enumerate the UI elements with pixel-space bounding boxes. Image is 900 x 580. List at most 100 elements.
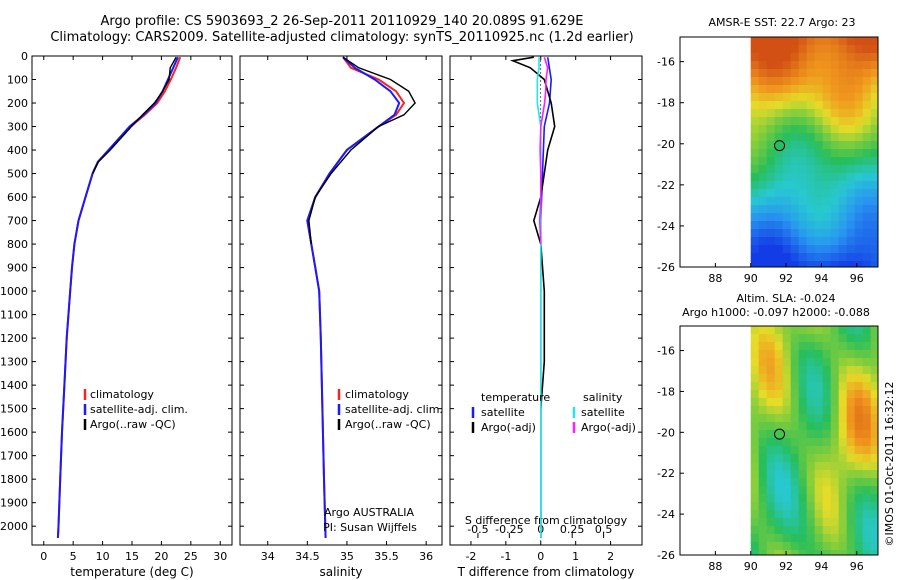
x-tick-label: -1 — [500, 550, 511, 563]
map-cell — [838, 93, 848, 102]
map-cell — [798, 165, 808, 174]
map-cell — [830, 486, 840, 495]
map-cell — [822, 205, 832, 214]
map-cell — [846, 253, 856, 262]
map-cell — [862, 197, 872, 206]
map-cell — [750, 494, 760, 503]
depth-tick-label: 1200 — [0, 332, 28, 345]
map-cell — [806, 141, 816, 150]
map-cell — [758, 350, 768, 359]
map-cell — [870, 406, 879, 415]
series-line-1 — [509, 56, 556, 538]
map-cell — [790, 438, 800, 447]
x-tick-label: 35 — [340, 550, 354, 563]
map-cell — [806, 133, 816, 142]
difference-panel: -2 -1 0 1 2-0.5 -0.25 0 0.25 0.5S difference fro… — [449, 55, 643, 579]
map-cell — [758, 526, 768, 535]
map-cell — [830, 462, 840, 471]
map-cell — [790, 133, 800, 142]
map-cell — [798, 534, 808, 543]
map-cell — [806, 502, 816, 511]
map-cell — [838, 165, 848, 174]
map-cell — [790, 414, 800, 423]
map-cell — [806, 326, 816, 335]
map-cell — [830, 197, 840, 206]
map-cell — [766, 470, 776, 479]
map-cell — [790, 390, 800, 399]
map-cell — [774, 237, 784, 246]
map-cell — [814, 462, 824, 471]
map-cell — [774, 133, 784, 142]
map-cell — [830, 157, 840, 166]
map-cell — [798, 141, 808, 150]
map-cell — [758, 382, 768, 391]
map-cell — [750, 133, 760, 142]
map-cell — [862, 149, 872, 158]
map-cell — [870, 205, 879, 214]
map-cell — [846, 205, 856, 214]
map-cell — [814, 446, 824, 455]
map-cell — [758, 358, 768, 367]
map-cell — [782, 157, 792, 166]
map-cell — [830, 510, 840, 519]
map-cell — [854, 93, 864, 102]
map-cell — [790, 141, 800, 150]
map-cell — [814, 526, 824, 535]
map-cell — [854, 406, 864, 415]
x-tick-label: 10 — [96, 550, 110, 563]
map-cell — [774, 478, 784, 487]
legend-label: Argo(..raw -QC) — [90, 418, 176, 431]
map-cell — [814, 229, 824, 238]
map-cell — [790, 205, 800, 214]
map-cell — [822, 197, 832, 206]
map-cell — [750, 502, 760, 511]
map-cell — [854, 390, 864, 399]
map-cell — [750, 69, 760, 78]
map-cell — [854, 69, 864, 78]
map-cell — [758, 237, 768, 246]
map-cell — [806, 486, 816, 495]
map-cell — [758, 366, 768, 375]
map-cell — [862, 189, 872, 198]
map-cell — [766, 438, 776, 447]
map-cell — [854, 326, 864, 335]
map-cell — [822, 326, 832, 335]
map-cell — [750, 101, 760, 110]
map-cell — [838, 77, 848, 86]
map-cell — [870, 237, 879, 246]
top-tick-label: 0.5 — [595, 523, 613, 536]
map-cell — [774, 53, 784, 62]
map-cell — [790, 261, 800, 268]
map-cell — [758, 534, 768, 543]
lon-tick-label: 90 — [744, 272, 758, 285]
map-cell — [846, 518, 856, 527]
depth-tick-label: 800 — [7, 238, 28, 251]
map-cell — [766, 414, 776, 423]
legend-label: satellite — [581, 406, 625, 419]
map-cell — [838, 518, 848, 527]
map-cell — [862, 253, 872, 262]
map-cell — [766, 165, 776, 174]
map-cell — [854, 77, 864, 86]
map-cell — [870, 542, 879, 551]
map-cell — [806, 213, 816, 222]
map-cell — [870, 342, 879, 351]
map-cell — [782, 502, 792, 511]
map-cell — [750, 197, 760, 206]
map-cell — [814, 398, 824, 407]
map-cell — [862, 133, 872, 142]
map-cell — [822, 181, 832, 190]
map-cell — [782, 534, 792, 543]
map-cell — [798, 406, 808, 415]
map-cell — [798, 69, 808, 78]
map-cell — [790, 69, 800, 78]
map-cell — [750, 374, 760, 383]
map-cell — [846, 221, 856, 230]
title-line-2: Climatology: CARS2009. Satellite-adjuste… — [50, 30, 634, 45]
map-cell — [822, 37, 832, 46]
map-cell — [814, 382, 824, 391]
map-cell — [750, 326, 760, 335]
map-cell — [846, 374, 856, 383]
map-cell — [790, 61, 800, 70]
map-cell — [750, 85, 760, 94]
